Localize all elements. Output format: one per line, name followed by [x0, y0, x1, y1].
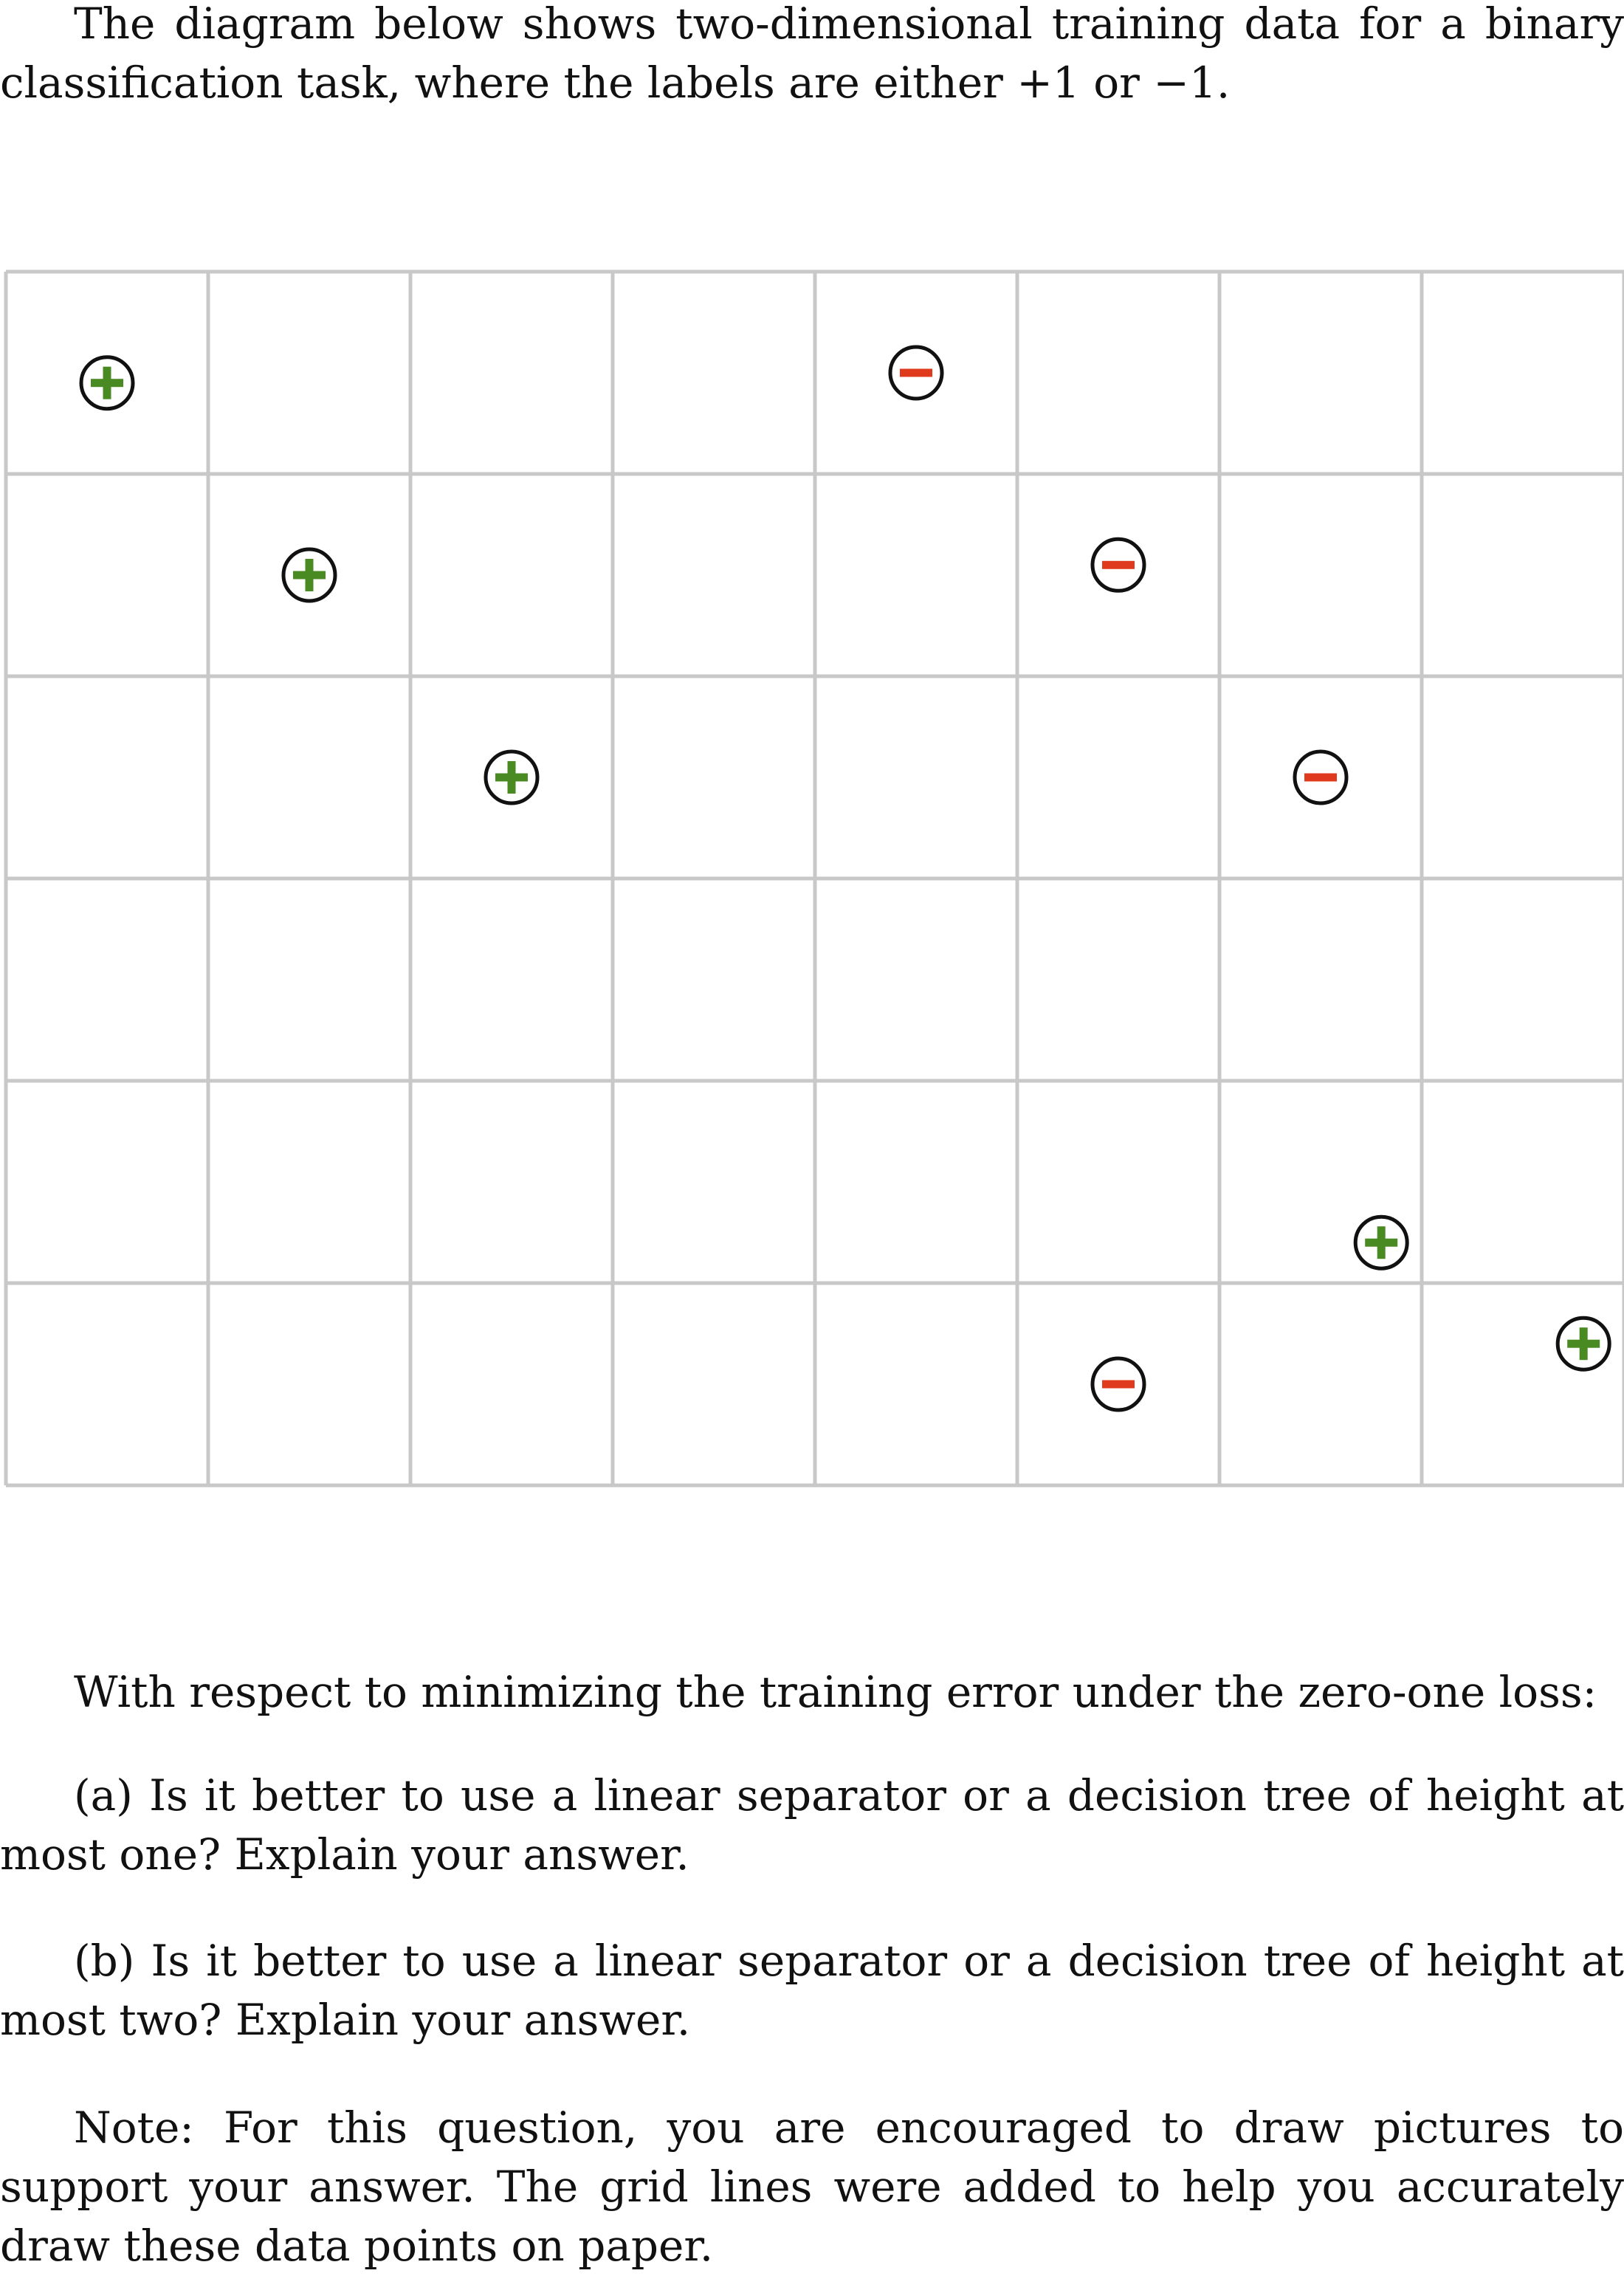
- negative-point: [1293, 749, 1349, 805]
- question-prompt: With respect to minimizing the training …: [74, 1667, 1597, 1717]
- positive-point: [79, 355, 135, 411]
- positive-point: [281, 547, 337, 603]
- positive-point: [1555, 1316, 1611, 1372]
- question-a: (a) Is it better to use a linear separat…: [0, 1770, 1624, 1880]
- training-data-grid: [4, 269, 1624, 1488]
- negative-point: [1090, 1356, 1146, 1412]
- question-note: Note: For this question, you are encoura…: [0, 2103, 1624, 2271]
- positive-point: [484, 749, 540, 805]
- question-b: (b) Is it better to use a linear separat…: [0, 1936, 1624, 2045]
- negative-point: [1090, 537, 1146, 593]
- intro-text: The diagram below shows two-dimensional …: [0, 0, 1624, 108]
- negative-point: [888, 345, 944, 401]
- positive-point: [1353, 1214, 1409, 1271]
